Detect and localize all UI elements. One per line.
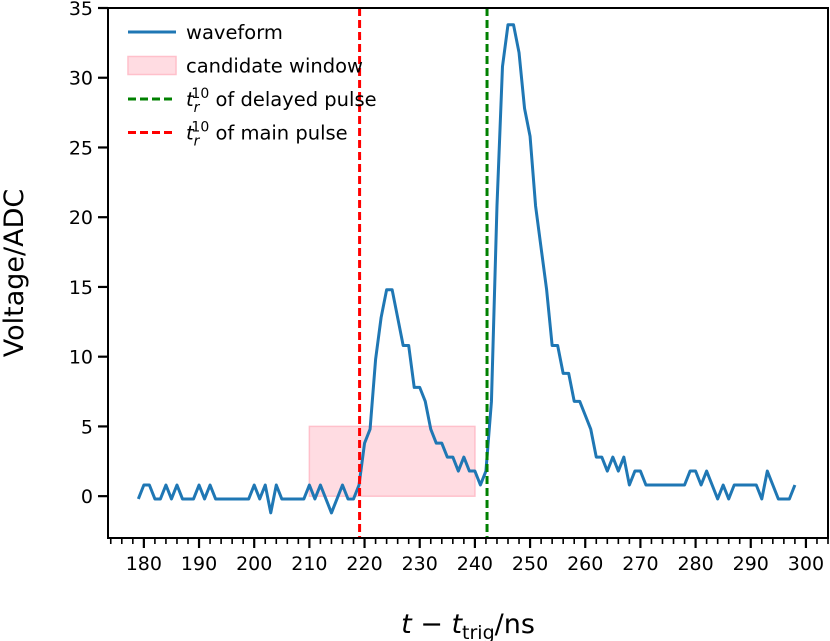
- candidate-window-region: [308, 425, 476, 497]
- legend-swatch-candidate-window: [127, 55, 177, 76]
- x-tick-label: 300: [788, 553, 824, 575]
- y-tick-label: 25: [69, 137, 93, 159]
- x-tick-label: 260: [567, 553, 603, 575]
- x-tick-label: 280: [677, 553, 713, 575]
- x-axis-label: t − ttrig/ns: [401, 609, 535, 641]
- x-tick-label: 180: [126, 553, 162, 575]
- x-tick-label: 230: [402, 553, 438, 575]
- legend-label: candidate window: [186, 55, 363, 78]
- legend-label: tr10 of delayed pulse: [186, 86, 377, 116]
- plot-area: [107, 7, 829, 539]
- y-axis-label: Voltage/ADC: [0, 189, 30, 358]
- x-tick-label: 240: [457, 553, 493, 575]
- legend-label: tr10 of main pulse: [186, 120, 348, 150]
- plot-frame: [107, 7, 829, 539]
- y-axis: 0 5 10 15 20 25 30 35: [69, 0, 108, 508]
- x-tick-label: 250: [512, 553, 548, 575]
- y-tick-label: 5: [81, 416, 93, 438]
- y-tick-label: 0: [81, 486, 93, 508]
- x-axis: 180 190 200 210 220 230 240 250 260 270 280 290 300: [109, 538, 829, 575]
- y-tick-label: 10: [69, 347, 93, 369]
- y-tick-label: 20: [69, 207, 93, 229]
- legend-label: waveform: [186, 21, 283, 44]
- waveform-line: [136, 23, 797, 515]
- x-tick-label: 210: [291, 553, 327, 575]
- legend: waveform candidate window tr10 of delayed …: [127, 21, 377, 150]
- x-tick-label: 190: [181, 553, 217, 575]
- y-tick-label: 35: [69, 0, 93, 20]
- x-tick-label: 200: [236, 553, 272, 575]
- x-tick-label: 220: [346, 553, 382, 575]
- y-tick-label: 15: [69, 277, 93, 299]
- x-tick-label: 270: [622, 553, 658, 575]
- y-tick-label: 30: [69, 68, 93, 90]
- x-tick-label: 290: [733, 553, 769, 575]
